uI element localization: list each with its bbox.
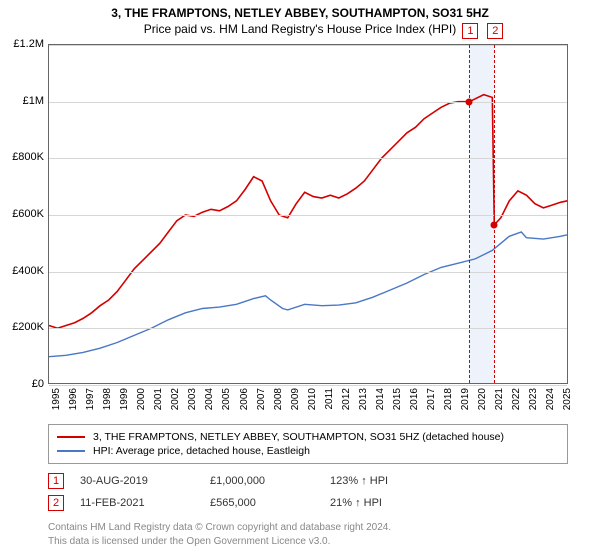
x-tick-label: 1995 xyxy=(51,388,62,418)
x-tick-label: 1997 xyxy=(85,388,96,418)
marker-date: 11-FEB-2021 xyxy=(80,497,210,509)
x-tick-label: 2013 xyxy=(358,388,369,418)
x-tick-label: 2009 xyxy=(290,388,301,418)
marker-table: 1 30-AUG-2019£1,000,000123% ↑ HPI 2 11-FEB-… xyxy=(48,470,568,514)
marker-dot xyxy=(491,221,498,228)
x-tick-label: 2007 xyxy=(256,388,267,418)
footer-line-1: Contains HM Land Registry data © Crown c… xyxy=(48,521,391,535)
x-tick-label: 2023 xyxy=(528,388,539,418)
x-tick-label: 2005 xyxy=(221,388,232,418)
y-tick-label: £1M xyxy=(4,95,44,107)
x-tick-label: 1996 xyxy=(68,388,79,418)
x-tick-label: 1999 xyxy=(119,388,130,418)
x-tick-label: 2006 xyxy=(239,388,250,418)
marker-table-row: 2 11-FEB-2021£565,00021% ↑ HPI xyxy=(48,492,568,514)
gridline xyxy=(49,328,567,329)
x-tick-label: 2015 xyxy=(392,388,403,418)
series-line xyxy=(49,95,567,329)
y-tick-label: £1.2M xyxy=(4,38,44,50)
legend-row: 3, THE FRAMPTONS, NETLEY ABBEY, SOUTHAMP… xyxy=(57,430,559,444)
x-tick-label: 2018 xyxy=(443,388,454,418)
marker-price: £565,000 xyxy=(210,497,330,509)
x-tick-label: 2022 xyxy=(511,388,522,418)
legend-box: 3, THE FRAMPTONS, NETLEY ABBEY, SOUTHAMP… xyxy=(48,424,568,464)
x-tick-label: 2001 xyxy=(153,388,164,418)
footer-attribution: Contains HM Land Registry data © Crown c… xyxy=(48,521,391,548)
y-tick-label: £0 xyxy=(4,378,44,390)
marker-table-row: 1 30-AUG-2019£1,000,000123% ↑ HPI xyxy=(48,470,568,492)
gridline xyxy=(49,272,567,273)
gridline xyxy=(49,45,567,46)
legend-swatch xyxy=(57,450,85,452)
x-tick-label: 2020 xyxy=(477,388,488,418)
y-tick-label: £800K xyxy=(4,151,44,163)
x-tick-label: 2008 xyxy=(273,388,284,418)
marker-id-box: 1 xyxy=(48,473,64,489)
y-tick-label: £600K xyxy=(4,208,44,220)
y-tick-label: £400K xyxy=(4,265,44,277)
x-tick-label: 2025 xyxy=(562,388,573,418)
marker-hpi: 123% ↑ HPI xyxy=(330,475,450,487)
gridline xyxy=(49,158,567,159)
marker-hpi: 21% ↑ HPI xyxy=(330,497,450,509)
footer-line-2: This data is licensed under the Open Gov… xyxy=(48,535,391,549)
x-tick-label: 2003 xyxy=(187,388,198,418)
gridline xyxy=(49,385,567,386)
x-tick-label: 2004 xyxy=(204,388,215,418)
marker-label: 1 xyxy=(462,23,478,39)
marker-date: 30-AUG-2019 xyxy=(80,475,210,487)
x-tick-label: 2024 xyxy=(545,388,556,418)
x-tick-label: 2002 xyxy=(170,388,181,418)
legend-label: HPI: Average price, detached house, East… xyxy=(93,445,310,457)
x-tick-label: 2021 xyxy=(494,388,505,418)
x-tick-label: 2011 xyxy=(324,388,335,418)
chart-title: 3, THE FRAMPTONS, NETLEY ABBEY, SOUTHAMP… xyxy=(0,0,600,20)
series-line xyxy=(49,232,567,357)
y-tick-label: £200K xyxy=(4,321,44,333)
legend-label: 3, THE FRAMPTONS, NETLEY ABBEY, SOUTHAMP… xyxy=(93,431,504,443)
marker-price: £1,000,000 xyxy=(210,475,330,487)
marker-line xyxy=(494,45,495,383)
gridline xyxy=(49,102,567,103)
marker-dot xyxy=(466,98,473,105)
x-tick-label: 2014 xyxy=(375,388,386,418)
x-tick-label: 2019 xyxy=(460,388,471,418)
marker-line xyxy=(469,45,470,383)
legend-row: HPI: Average price, detached house, East… xyxy=(57,444,559,458)
x-tick-label: 2016 xyxy=(409,388,420,418)
gridline xyxy=(49,215,567,216)
x-tick-label: 2012 xyxy=(341,388,352,418)
marker-label: 2 xyxy=(487,23,503,39)
x-tick-label: 1998 xyxy=(102,388,113,418)
marker-id-box: 2 xyxy=(48,495,64,511)
legend-swatch xyxy=(57,436,85,438)
chart-subtitle: Price paid vs. HM Land Registry's House … xyxy=(0,20,600,40)
x-tick-label: 2010 xyxy=(307,388,318,418)
chart-plot-area: 12 xyxy=(48,44,568,384)
x-tick-label: 2000 xyxy=(136,388,147,418)
x-tick-label: 2017 xyxy=(426,388,437,418)
